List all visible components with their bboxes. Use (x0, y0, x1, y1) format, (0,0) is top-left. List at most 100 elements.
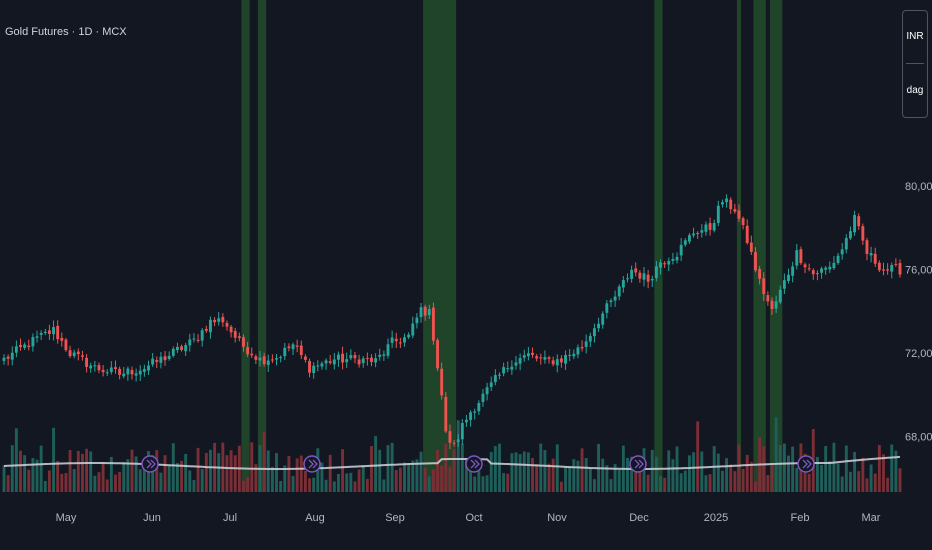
candle-152 (630, 265, 634, 283)
candle-42 (175, 342, 179, 353)
candle-body (14, 346, 18, 353)
x-tick-label: Dec (629, 512, 649, 524)
volume-bar-36 (151, 455, 155, 492)
candle-113 (469, 410, 473, 427)
candle-body (865, 240, 869, 254)
volume-bar-139 (576, 460, 580, 492)
volume-bar-140 (580, 448, 584, 492)
candle-102 (423, 304, 427, 321)
candle-body (361, 358, 365, 364)
candle-112 (465, 414, 468, 427)
volume-bar-130 (539, 443, 543, 492)
candle-161 (667, 257, 671, 272)
candle-12 (52, 320, 55, 341)
candle-body (138, 370, 142, 375)
candle-body (97, 365, 101, 371)
currency-unit-panel[interactable]: INR dag (902, 10, 928, 118)
candle-body (650, 278, 654, 281)
candle-body (159, 356, 163, 363)
candle-68 (283, 343, 287, 361)
volume-bar-31 (130, 449, 134, 492)
candle-body (337, 354, 340, 360)
candle-5 (23, 342, 27, 350)
candle-19 (81, 350, 84, 361)
candle-200 (828, 261, 832, 273)
candle-72 (299, 340, 303, 359)
volume-bar-56 (233, 455, 237, 492)
candle-body (506, 368, 510, 370)
volume-bar-126 (522, 451, 526, 492)
candle-body (237, 336, 241, 339)
candle-199 (824, 266, 828, 275)
candle-body (349, 355, 353, 359)
candle-55 (229, 324, 233, 338)
candle-67 (279, 355, 283, 363)
candle-14 (60, 332, 64, 347)
candle-body (824, 267, 828, 270)
candle-37 (155, 356, 159, 369)
candle-body (543, 357, 547, 360)
candle-87 (361, 355, 365, 368)
candle-body (477, 402, 481, 412)
volume-bar-39 (163, 455, 167, 492)
highlight-region-0 (241, 0, 250, 492)
volume-bar-64 (266, 450, 270, 492)
volume-bar-58 (242, 480, 245, 492)
highlight-region-4 (736, 0, 742, 492)
volume-bar-178 (737, 444, 741, 492)
candle-body (134, 373, 138, 376)
volume-bar-113 (469, 470, 473, 492)
candle-76 (316, 360, 320, 372)
candle-115 (477, 400, 481, 415)
candle-140 (580, 340, 584, 352)
candle-body (873, 253, 877, 264)
candle-body (407, 334, 411, 338)
volume-bar-115 (477, 470, 481, 492)
volume-bar-175 (725, 458, 729, 492)
candle-body (795, 250, 799, 266)
candle-153 (634, 262, 638, 277)
currency-label: INR (906, 31, 924, 42)
volume-bar-6 (27, 469, 31, 492)
x-axis: May Jun Jul Aug Sep Oct Nov Dec 2025 Feb Mar (56, 512, 881, 524)
candle-135 (559, 355, 563, 368)
candle-125 (518, 353, 522, 371)
volume-bar-90 (374, 436, 378, 492)
candle-195 (807, 263, 811, 272)
volume-bar-135 (559, 481, 563, 492)
candle-43 (180, 344, 183, 352)
candle-181 (749, 235, 753, 255)
candle-98 (407, 332, 411, 340)
volume-bar-138 (572, 459, 576, 492)
candle-144 (597, 317, 601, 332)
candle-31 (130, 366, 134, 380)
candle-body (192, 338, 196, 340)
candle-155 (642, 267, 646, 287)
volume-bar-121 (502, 473, 506, 492)
candle-69 (287, 343, 291, 352)
candle-214 (886, 263, 890, 275)
volume-bar-34 (142, 458, 146, 492)
volume-bar-42 (175, 462, 179, 492)
candle-body (762, 278, 766, 295)
candle-body (782, 280, 786, 289)
volume-bar-153 (634, 459, 638, 492)
volume-bar-43 (180, 460, 183, 492)
candle-body (687, 235, 691, 242)
candle-50 (209, 316, 212, 339)
volume-bar-112 (465, 458, 468, 492)
candle-206 (853, 210, 857, 236)
candle-body (221, 316, 225, 323)
candle-body (704, 224, 708, 232)
volume-bar-167 (692, 452, 695, 492)
volume-bar-119 (493, 446, 497, 492)
volume-bar-102 (423, 467, 427, 492)
candle-126 (522, 349, 526, 362)
volume-bar-84 (349, 472, 353, 492)
candle-70 (291, 342, 295, 356)
candle-body (374, 358, 378, 363)
volume-bar-151 (626, 457, 629, 492)
candle-body (122, 373, 126, 377)
candle-body (646, 274, 650, 282)
